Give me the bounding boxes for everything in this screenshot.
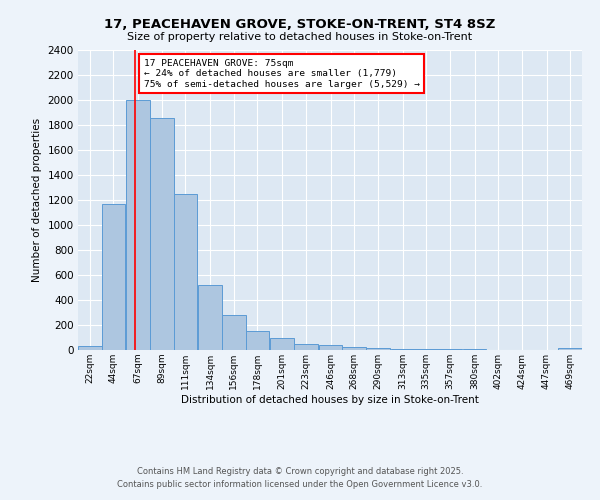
- Y-axis label: Number of detached properties: Number of detached properties: [32, 118, 42, 282]
- Bar: [78, 346, 101, 350]
- Bar: [199, 285, 222, 350]
- Bar: [127, 100, 150, 350]
- Text: 17, PEACEHAVEN GROVE, STOKE-ON-TRENT, ST4 8SZ: 17, PEACEHAVEN GROVE, STOKE-ON-TRENT, ST…: [104, 18, 496, 30]
- Bar: [559, 348, 582, 350]
- Bar: [391, 349, 415, 350]
- Bar: [294, 344, 317, 350]
- Text: 17 PEACEHAVEN GROVE: 75sqm
← 24% of detached houses are smaller (1,779)
75% of s: 17 PEACEHAVEN GROVE: 75sqm ← 24% of deta…: [143, 58, 419, 88]
- Bar: [101, 204, 125, 350]
- Bar: [319, 345, 343, 350]
- Bar: [415, 349, 438, 350]
- Bar: [343, 347, 366, 350]
- Bar: [366, 348, 389, 350]
- X-axis label: Distribution of detached houses by size in Stoke-on-Trent: Distribution of detached houses by size …: [181, 394, 479, 404]
- Bar: [271, 338, 294, 350]
- Bar: [222, 316, 245, 350]
- Text: Size of property relative to detached houses in Stoke-on-Trent: Size of property relative to detached ho…: [127, 32, 473, 42]
- Bar: [150, 118, 173, 350]
- Bar: [245, 330, 269, 350]
- Text: Contains HM Land Registry data © Crown copyright and database right 2025.
Contai: Contains HM Land Registry data © Crown c…: [118, 468, 482, 489]
- Bar: [173, 194, 197, 350]
